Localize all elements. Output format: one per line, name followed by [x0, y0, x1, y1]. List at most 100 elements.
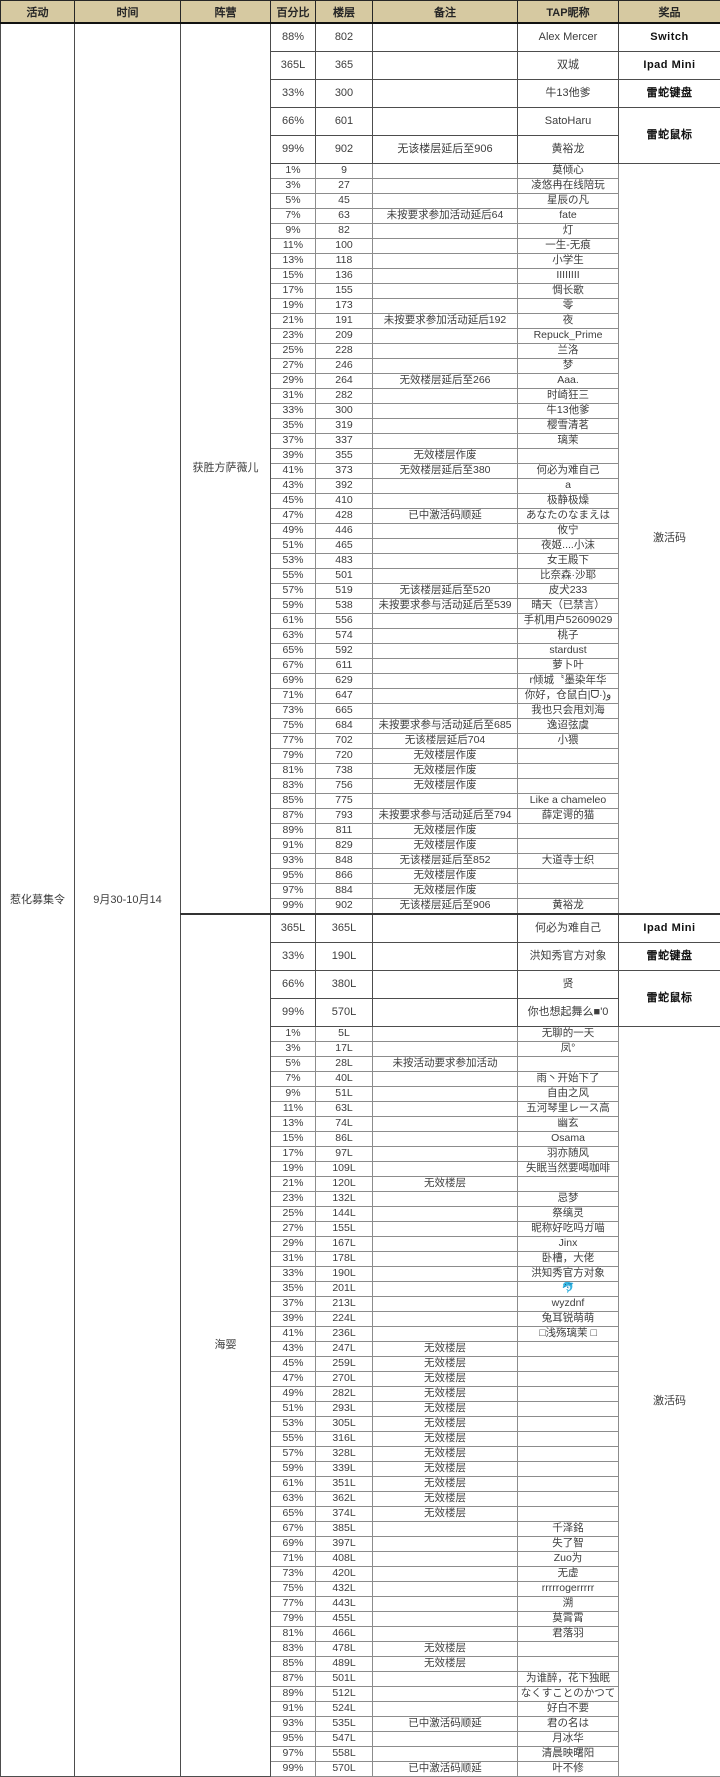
- prize-cell: 雷蛇鼠标: [619, 108, 720, 164]
- floor-cell: 380L: [316, 971, 373, 999]
- nickname-cell: 君の名は: [518, 1717, 619, 1732]
- percent-cell: 11%: [271, 1102, 316, 1117]
- floor-cell: 328L: [316, 1447, 373, 1462]
- percent-cell: 61%: [271, 1477, 316, 1492]
- percent-cell: 66%: [271, 971, 316, 999]
- note-cell: 无效楼层作废: [373, 884, 518, 899]
- nickname-cell: 攸宁: [518, 524, 619, 539]
- percent-cell: 51%: [271, 1402, 316, 1417]
- percent-cell: 69%: [271, 674, 316, 689]
- nickname-cell: 时崎狂三: [518, 389, 619, 404]
- floor-cell: 592: [316, 644, 373, 659]
- nickname-cell: 祭缡灵: [518, 1207, 619, 1222]
- note-cell: [373, 914, 518, 943]
- note-cell: 无效楼层延后至266: [373, 374, 518, 389]
- nickname-cell: 莫倾心: [518, 164, 619, 179]
- nickname-cell: 无虚: [518, 1567, 619, 1582]
- note-cell: [373, 554, 518, 569]
- nickname-cell: 兰洛: [518, 344, 619, 359]
- note-cell: 无效楼层: [373, 1387, 518, 1402]
- percent-cell: 9%: [271, 1087, 316, 1102]
- percent-cell: 31%: [271, 1252, 316, 1267]
- percent-cell: 83%: [271, 1642, 316, 1657]
- nickname-cell: [518, 1477, 619, 1492]
- note-cell: [373, 1552, 518, 1567]
- percent-cell: 63%: [271, 1492, 316, 1507]
- nickname-cell: 清晨映曙阳: [518, 1747, 619, 1762]
- floor-cell: 167L: [316, 1237, 373, 1252]
- floor-cell: 665: [316, 704, 373, 719]
- nickname-cell: 桃子: [518, 629, 619, 644]
- percent-cell: 65%: [271, 644, 316, 659]
- nickname-cell: [518, 1642, 619, 1657]
- note-cell: 无效楼层: [373, 1432, 518, 1447]
- floor-cell: 264: [316, 374, 373, 389]
- nickname-cell: 何必为难自己: [518, 914, 619, 943]
- percent-cell: 13%: [271, 1117, 316, 1132]
- percent-cell: 21%: [271, 314, 316, 329]
- note-cell: [373, 1297, 518, 1312]
- nickname-cell: 樱雪清茗: [518, 419, 619, 434]
- nickname-cell: 逸迢弦虞: [518, 719, 619, 734]
- percent-cell: 31%: [271, 389, 316, 404]
- col-header-time: 时间: [75, 1, 181, 24]
- note-cell: 无效楼层作废: [373, 764, 518, 779]
- nickname-cell: あなたのなまえは: [518, 509, 619, 524]
- note-cell: 无该楼层延后至906: [373, 899, 518, 915]
- floor-cell: 702: [316, 734, 373, 749]
- note-cell: [373, 108, 518, 136]
- percent-cell: 83%: [271, 779, 316, 794]
- percent-cell: 49%: [271, 1387, 316, 1402]
- percent-cell: 365L: [271, 914, 316, 943]
- percent-cell: 81%: [271, 1627, 316, 1642]
- percent-cell: 87%: [271, 809, 316, 824]
- nickname-cell: Osama: [518, 1132, 619, 1147]
- floor-cell: 365L: [316, 914, 373, 943]
- note-cell: 已中激活码顺延: [373, 509, 518, 524]
- percent-cell: 19%: [271, 299, 316, 314]
- percent-cell: 87%: [271, 1672, 316, 1687]
- nickname-cell: 比奈森·沙耶: [518, 569, 619, 584]
- note-cell: [373, 434, 518, 449]
- nickname-cell: 好白不要: [518, 1702, 619, 1717]
- floor-cell: 191: [316, 314, 373, 329]
- nickname-cell: 萝卜叶: [518, 659, 619, 674]
- note-cell: [373, 794, 518, 809]
- note-cell: 无效楼层: [373, 1177, 518, 1192]
- floor-cell: 684: [316, 719, 373, 734]
- nickname-cell: [518, 1462, 619, 1477]
- note-cell: [373, 1702, 518, 1717]
- floor-cell: 209: [316, 329, 373, 344]
- percent-cell: 15%: [271, 269, 316, 284]
- floor-cell: 45: [316, 194, 373, 209]
- nickname-cell: [518, 824, 619, 839]
- percent-cell: 21%: [271, 1177, 316, 1192]
- note-cell: [373, 1147, 518, 1162]
- percent-cell: 33%: [271, 1267, 316, 1282]
- floor-cell: 173: [316, 299, 373, 314]
- percent-cell: 25%: [271, 1207, 316, 1222]
- note-cell: [373, 1747, 518, 1762]
- floor-cell: 100: [316, 239, 373, 254]
- floor-cell: 408L: [316, 1552, 373, 1567]
- percent-cell: 79%: [271, 749, 316, 764]
- note-cell: 未按要求参加活动延后192: [373, 314, 518, 329]
- note-cell: 无效楼层作废: [373, 779, 518, 794]
- percent-cell: 3%: [271, 1042, 316, 1057]
- floor-cell: 27: [316, 179, 373, 194]
- percent-cell: 63%: [271, 629, 316, 644]
- note-cell: 无效楼层作废: [373, 749, 518, 764]
- percent-cell: 45%: [271, 494, 316, 509]
- percent-cell: 47%: [271, 1372, 316, 1387]
- floor-cell: 524L: [316, 1702, 373, 1717]
- nickname-cell: [518, 749, 619, 764]
- activity-cell: 惹化募集令: [1, 23, 75, 1777]
- nickname-cell: [518, 884, 619, 899]
- floor-cell: 601: [316, 108, 373, 136]
- nickname-cell: Aaa.: [518, 374, 619, 389]
- floor-cell: 756: [316, 779, 373, 794]
- note-cell: [373, 1267, 518, 1282]
- percent-cell: 33%: [271, 404, 316, 419]
- nickname-cell: 女王殿下: [518, 554, 619, 569]
- note-cell: 无效楼层: [373, 1462, 518, 1477]
